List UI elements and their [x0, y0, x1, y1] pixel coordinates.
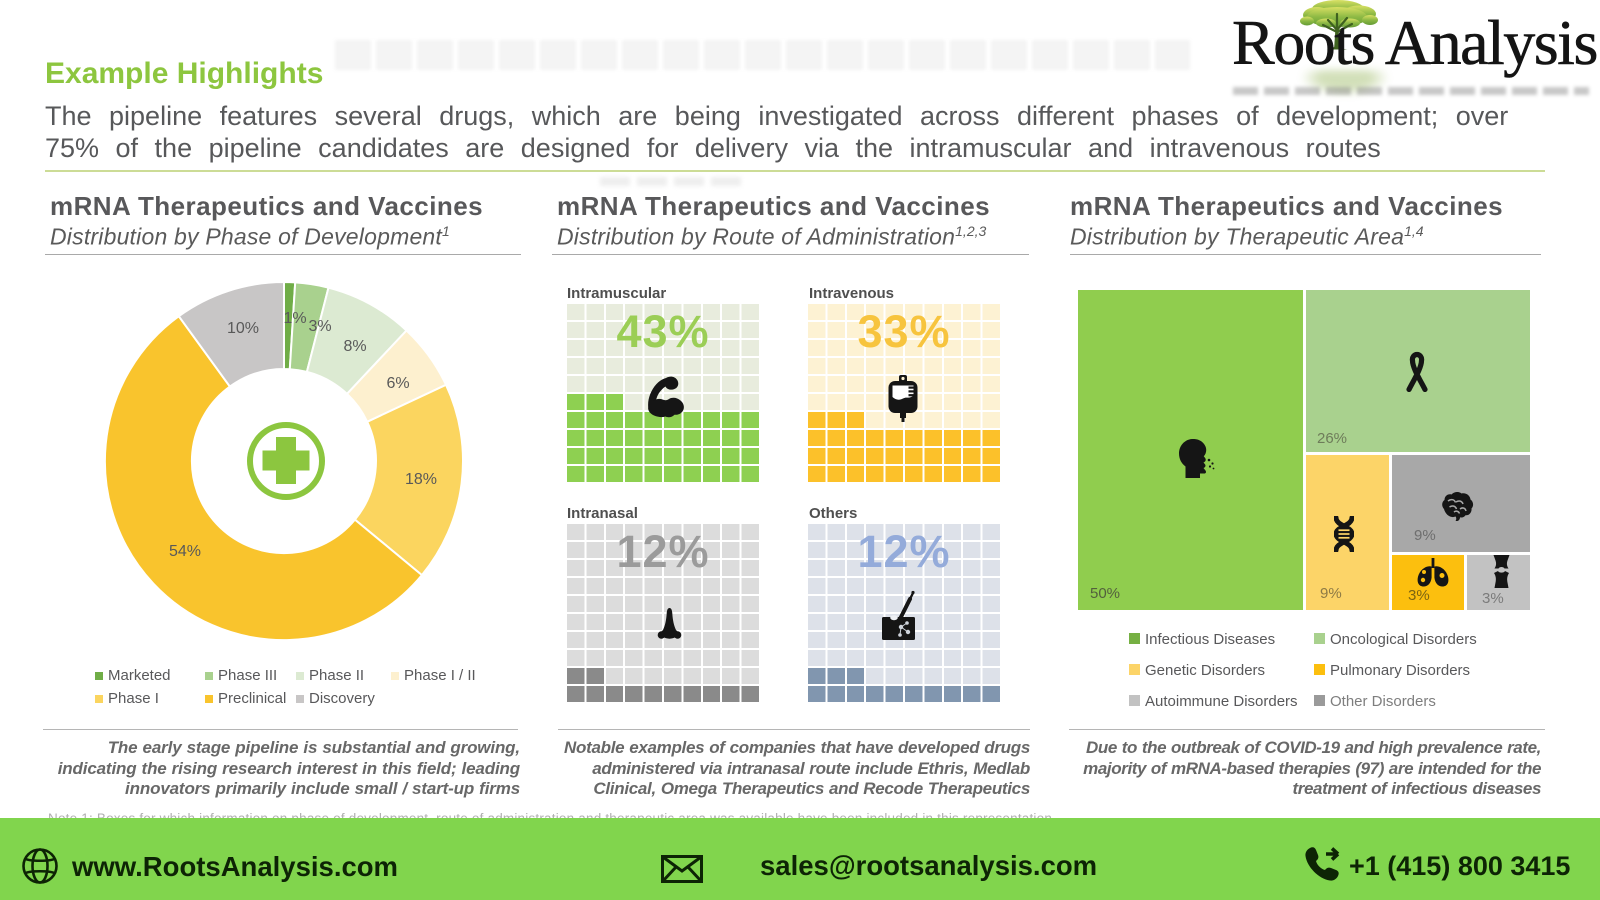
- svg-text:8%: 8%: [343, 338, 366, 355]
- svg-text:6%: 6%: [386, 375, 409, 392]
- svg-text:1%: 1%: [283, 310, 306, 327]
- svg-text:54%: 54%: [169, 543, 201, 560]
- svg-text:10%: 10%: [227, 320, 259, 337]
- svg-text:18%: 18%: [405, 471, 437, 488]
- svg-text:3%: 3%: [308, 318, 331, 335]
